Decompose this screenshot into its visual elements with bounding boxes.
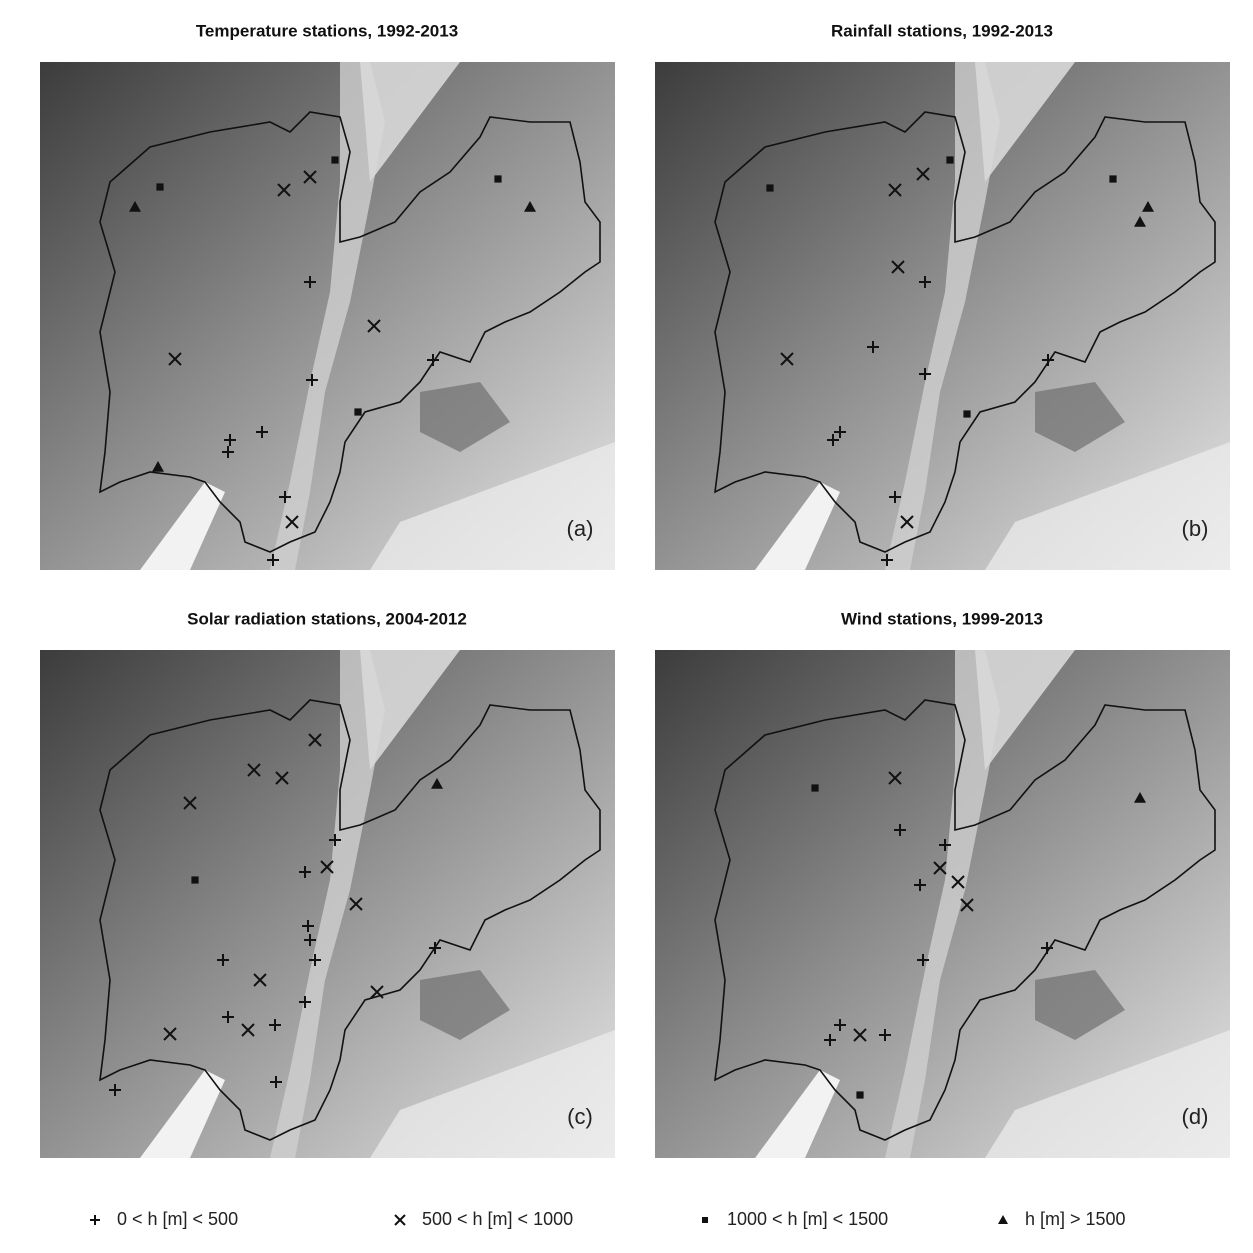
- map-panel: [655, 650, 1230, 1158]
- legend-label: h [m] > 1500: [1025, 1209, 1126, 1229]
- panel-title: Temperature stations, 1992-2013: [196, 21, 458, 40]
- marker-square: [156, 183, 163, 190]
- map-panel: [40, 650, 615, 1158]
- marker-square: [946, 156, 953, 163]
- legend-label: 0 < h [m] < 500: [117, 1209, 238, 1229]
- terrain-map: [655, 650, 1230, 1158]
- map-panel: [40, 62, 615, 570]
- marker-cross: [395, 1215, 405, 1225]
- marker-square: [963, 410, 970, 417]
- marker-square: [331, 156, 338, 163]
- map-panel: [655, 62, 1230, 570]
- marker-square: [354, 408, 361, 415]
- panel-title: Solar radiation stations, 2004-2012: [187, 609, 467, 628]
- panel-label: (a): [567, 516, 594, 541]
- figure: Temperature stations, 1992-2013 (a) Rainfa…: [0, 0, 1253, 1253]
- marker-square: [1109, 175, 1116, 182]
- legend-label: 1000 < h [m] < 1500: [727, 1209, 888, 1229]
- marker-square: [811, 784, 818, 791]
- panel-label: (c): [567, 1104, 593, 1129]
- panel-title: Wind stations, 1999-2013: [841, 609, 1043, 628]
- terrain-map: [40, 650, 615, 1158]
- terrain-map: [655, 62, 1230, 570]
- marker-square: [191, 876, 198, 883]
- panel-label: (d): [1182, 1104, 1209, 1129]
- panel-title: Rainfall stations, 1992-2013: [831, 21, 1053, 40]
- legend-label: 500 < h [m] < 1000: [422, 1209, 573, 1229]
- marker-square: [702, 1217, 708, 1223]
- marker-triangle: [998, 1215, 1008, 1224]
- terrain-map: [40, 62, 615, 570]
- panel-label: (b): [1182, 516, 1209, 541]
- marker-square: [766, 184, 773, 191]
- marker-square: [494, 175, 501, 182]
- marker-plus: [90, 1215, 100, 1225]
- marker-square: [856, 1091, 863, 1098]
